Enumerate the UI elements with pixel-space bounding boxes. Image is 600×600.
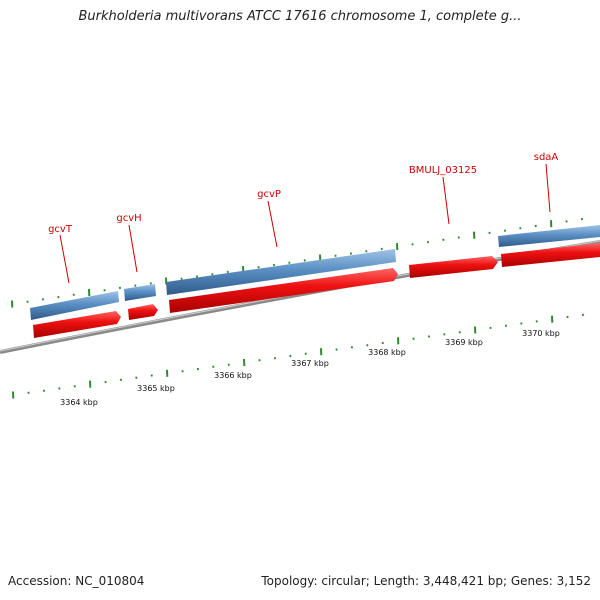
gene-block-gcvT[interactable] [30, 291, 119, 320]
cds-arrow-gcvT[interactable] [33, 311, 121, 338]
cds-arrow-sdaA[interactable] [501, 243, 600, 267]
map-title: Burkholderia multivorans ATCC 17616 chro… [78, 9, 522, 24]
scale-label: 3367 kbp [291, 359, 329, 368]
scale-label: 3369 kbp [445, 338, 483, 347]
cds-arrow-BMULJ_03125[interactable] [409, 256, 498, 278]
gene-label-gcvP[interactable]: gcvP [257, 189, 281, 200]
gene-block-sdaA[interactable] [498, 225, 600, 247]
scale-label: 3366 kbp [214, 371, 252, 380]
cds-arrow-gcvH[interactable] [128, 304, 158, 320]
cds-arrow-gcvP[interactable] [169, 268, 398, 313]
gene-label-gcvH[interactable]: gcvH [116, 213, 141, 224]
accession-label: Accession: NC_010804 [8, 574, 145, 588]
scale-label: 3365 kbp [137, 384, 175, 393]
gene-block-gcvH[interactable] [124, 284, 156, 301]
gene-label-gcvT[interactable]: gcvT [48, 224, 73, 235]
gene-blocks [30, 225, 600, 320]
scale-label: 3368 kbp [368, 348, 406, 357]
scale-label: 3364 kbp [60, 398, 98, 407]
genome-summary: Topology: circular; Length: 3,448,421 bp… [261, 574, 591, 588]
scale-label: 3370 kbp [522, 329, 560, 338]
cds-arrows [33, 243, 600, 338]
gene-block-gcvP[interactable] [166, 249, 396, 295]
gene-leaders [59, 163, 551, 284]
gene-label-BMULJ_03125[interactable]: BMULJ_03125 [409, 165, 477, 176]
lower-tick-track [12, 313, 584, 399]
gene-label-sdaA[interactable]: sdaA [534, 152, 559, 163]
